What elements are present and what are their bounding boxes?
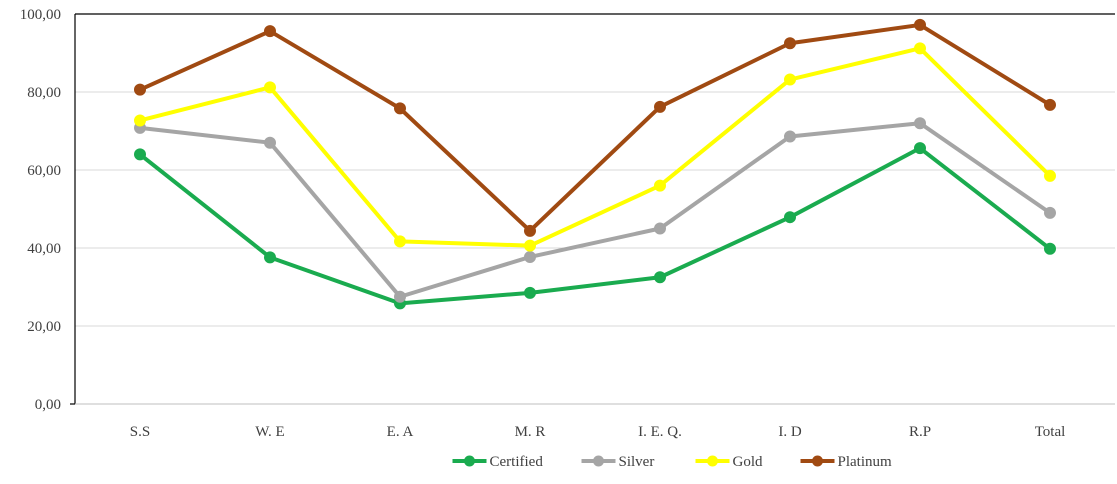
series-line [138, 46, 1052, 248]
data-point [524, 250, 536, 263]
data-point [134, 114, 146, 127]
data-point [914, 42, 926, 55]
data-point [394, 102, 406, 115]
legend: Certified Silver Gold Platinum [452, 454, 893, 470]
series-platinum [134, 18, 1056, 237]
data-point [394, 290, 406, 303]
data-point [914, 117, 926, 130]
data-point [264, 136, 276, 149]
legend-swatch-marker [593, 455, 604, 467]
legend-label: Silver [619, 454, 655, 470]
x-tick-label: Total [1035, 424, 1066, 440]
data-point [914, 18, 926, 31]
data-point [654, 100, 666, 113]
x-tick-label: R.P [909, 424, 931, 440]
data-point [784, 37, 796, 50]
data-point [134, 83, 146, 96]
data-point [654, 222, 666, 235]
x-tick-label: E. A [387, 424, 414, 440]
legend-label: Platinum [838, 454, 893, 470]
x-tick-label: M. R [515, 424, 546, 440]
series-layer [134, 18, 1056, 310]
series-silver [134, 117, 1056, 303]
legend-swatch-marker [464, 455, 475, 467]
data-point [914, 142, 926, 155]
data-point [654, 271, 666, 284]
y-tick-label: 20,00 [27, 319, 61, 335]
legend-swatch-marker [812, 455, 823, 467]
data-point [264, 251, 276, 264]
x-tick-labels: S.S W. E E. A M. R I. E. Q. I. D R.P Total [130, 424, 1066, 440]
data-point [524, 224, 536, 237]
data-point [784, 211, 796, 224]
x-tick-label: S.S [130, 424, 150, 440]
y-tick-label: 0,00 [35, 397, 61, 413]
x-tick-label: W. E [255, 424, 284, 440]
axes [70, 13, 1115, 405]
legend-item-certified: Certified [452, 454, 544, 470]
data-point [264, 25, 276, 38]
data-point [654, 179, 666, 192]
data-point [784, 73, 796, 86]
series-line [138, 121, 1052, 299]
legend-swatch-marker [707, 455, 718, 467]
data-point [394, 235, 406, 248]
y-tick-label: 40,00 [27, 241, 61, 257]
legend-item-gold: Gold [695, 454, 764, 470]
x-tick-label: I. D [778, 424, 801, 440]
y-tick-label: 100,00 [20, 7, 61, 23]
data-point [1044, 242, 1056, 255]
series-line [138, 146, 1052, 306]
series-gold [134, 42, 1056, 252]
y-tick-label: 60,00 [27, 163, 61, 179]
series-certified [134, 142, 1056, 310]
series-line [138, 22, 1052, 233]
x-tick-label: I. E. Q. [638, 424, 682, 440]
data-point [1044, 206, 1056, 219]
legend-item-silver: Silver [581, 454, 655, 470]
data-point [1044, 169, 1056, 182]
y-tick-label: 80,00 [27, 85, 61, 101]
legend-item-platinum: Platinum [800, 454, 893, 470]
data-point [524, 286, 536, 299]
y-tick-labels: 0,00 20,00 40,00 60,00 80,00 100,00 [20, 7, 61, 413]
data-point [1044, 98, 1056, 111]
data-point [134, 148, 146, 161]
legend-label: Gold [733, 454, 764, 470]
data-point [784, 130, 796, 143]
data-point [264, 81, 276, 94]
data-point [524, 239, 536, 252]
legend-label: Certified [490, 454, 544, 470]
